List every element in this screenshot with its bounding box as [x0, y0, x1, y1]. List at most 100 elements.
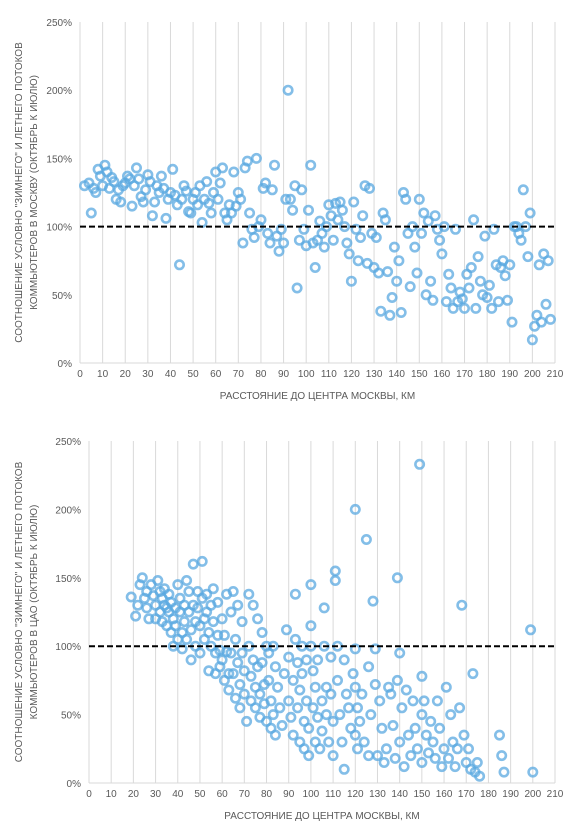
- data-point: [287, 204, 299, 216]
- data-point: [245, 670, 257, 682]
- x-tick-label: 190: [502, 789, 519, 800]
- data-point: [217, 162, 229, 174]
- data-point: [207, 616, 219, 628]
- data-point: [137, 196, 149, 208]
- data-points: [125, 458, 539, 782]
- data-point: [325, 651, 337, 663]
- data-point: [316, 695, 328, 707]
- data-point: [314, 743, 326, 755]
- x-tick-label: 150: [411, 369, 428, 380]
- data-point: [212, 193, 224, 205]
- data-point: [394, 736, 406, 748]
- data-point: [422, 747, 434, 759]
- x-tick-labels: 0 10 20 30 40 50 60 70 80 90 100 110 120 130 140 150 160…: [86, 789, 564, 800]
- data-point: [312, 654, 324, 666]
- data-point: [248, 232, 260, 244]
- data-point: [440, 296, 452, 308]
- data-point: [255, 214, 267, 226]
- data-point: [499, 270, 511, 282]
- y-tick-label: 100%: [55, 642, 81, 653]
- x-tick-label: 20: [120, 369, 132, 380]
- x-tick-label: 10: [97, 369, 109, 380]
- data-point: [350, 223, 362, 235]
- data-point: [228, 166, 240, 178]
- x-tick-label: 180: [479, 369, 496, 380]
- data-point: [305, 159, 317, 171]
- data-point: [256, 657, 268, 669]
- x-tick-label: 140: [388, 369, 405, 380]
- x-tick-label: 90: [278, 369, 290, 380]
- x-tick-label: 90: [283, 789, 295, 800]
- data-point: [371, 750, 383, 762]
- data-point: [185, 624, 197, 636]
- data-point: [391, 275, 403, 287]
- data-point: [398, 761, 410, 773]
- data-point: [351, 702, 363, 714]
- data-point: [170, 620, 182, 632]
- data-point: [470, 302, 482, 314]
- data-point: [387, 719, 399, 731]
- data-point: [185, 207, 197, 219]
- data-point: [236, 647, 248, 659]
- data-point: [250, 152, 262, 164]
- x-tick-label: 170: [458, 789, 475, 800]
- data-point: [280, 193, 292, 205]
- data-point: [340, 688, 352, 700]
- data-point: [449, 223, 461, 235]
- data-point: [367, 595, 379, 607]
- y-axis-title-line1: СООТНОШЕНИЕ УСЛОВНО "ЗИМНЕГО" И ЛЕТНЕГО …: [14, 461, 25, 762]
- data-point: [323, 199, 335, 211]
- data-point: [192, 199, 204, 211]
- data-point: [526, 334, 538, 346]
- x-tick-label: 110: [321, 369, 337, 380]
- x-tick-label: 0: [77, 369, 83, 380]
- data-point: [232, 599, 244, 611]
- data-point: [339, 221, 351, 233]
- x-tick-label: 210: [547, 789, 564, 800]
- data-point: [318, 602, 330, 614]
- data-point: [498, 766, 510, 778]
- x-tick-label: 140: [391, 789, 408, 800]
- data-point: [278, 668, 290, 680]
- data-point: [345, 275, 357, 287]
- data-point: [488, 223, 500, 235]
- data-point: [504, 259, 516, 271]
- data-point: [176, 193, 188, 205]
- data-point: [347, 668, 359, 680]
- x-tick-label: 60: [217, 789, 229, 800]
- scatter-chart-cao: 0 10 20 30 40 50 60 70 80 90 100 110 120 130 140 150 160…: [14, 437, 564, 822]
- y-tick-label: 0%: [67, 779, 82, 790]
- data-point: [458, 729, 470, 741]
- data-point: [404, 281, 416, 293]
- data-point: [266, 184, 278, 196]
- data-point: [223, 668, 235, 680]
- data-point: [370, 232, 382, 244]
- data-point: [352, 255, 364, 267]
- data-point: [416, 756, 428, 768]
- data-point: [291, 282, 303, 294]
- data-point: [542, 255, 554, 267]
- data-point: [382, 266, 394, 278]
- data-point: [203, 627, 215, 639]
- data-point: [307, 702, 319, 714]
- data-point: [427, 294, 439, 306]
- data-point: [194, 647, 206, 659]
- data-point: [305, 620, 317, 632]
- data-point: [378, 756, 390, 768]
- data-point: [391, 572, 403, 584]
- x-tick-label: 80: [261, 789, 273, 800]
- data-point: [411, 267, 423, 279]
- data-point: [445, 709, 457, 721]
- data-point: [449, 761, 461, 773]
- data-point: [282, 84, 294, 96]
- data-point: [454, 702, 466, 714]
- data-point: [474, 770, 486, 782]
- data-point: [468, 214, 480, 226]
- data-point: [425, 275, 437, 287]
- data-point: [343, 248, 355, 260]
- data-point: [409, 241, 421, 253]
- x-axis-title: РАССТОЯНИЕ ДО ЦЕНТРА МОСКВЫ, КМ: [220, 391, 415, 402]
- data-point: [327, 750, 339, 762]
- data-point: [393, 255, 405, 267]
- x-tick-label: 80: [255, 369, 267, 380]
